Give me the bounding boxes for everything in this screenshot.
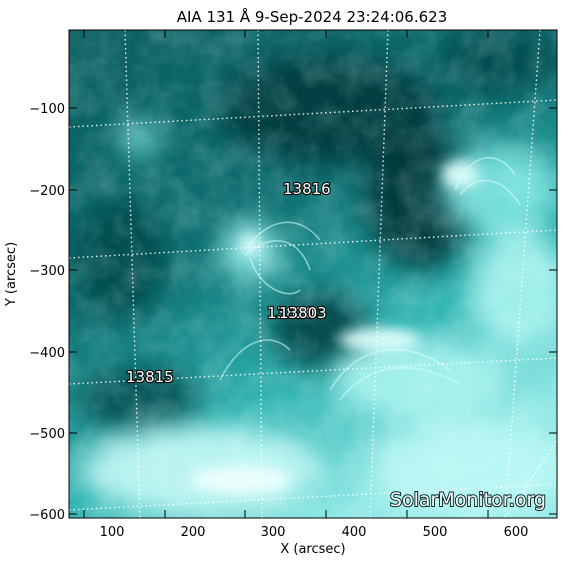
y-axis-label: Y (arcsec) <box>4 242 19 307</box>
region-label: 13820 <box>267 304 315 322</box>
x-tick-label: 600 <box>504 525 529 540</box>
coordinate-grid <box>69 30 557 518</box>
x-tick-label: 500 <box>423 525 448 540</box>
x-axis <box>83 30 489 518</box>
x-tick-label: 400 <box>342 525 367 540</box>
y-tick-label: −500 <box>29 427 65 442</box>
region-label: 13803 <box>279 304 327 322</box>
solar-image <box>69 30 557 518</box>
x-axis-label: X (arcsec) <box>280 542 345 557</box>
y-tick-label: −300 <box>29 264 65 279</box>
y-tick-label: −100 <box>29 102 65 117</box>
plot-title: AIA 131 Å 9-Sep-2024 23:24:06.623 <box>177 7 448 26</box>
watermark: SolarMonitor.org <box>390 489 546 511</box>
x-tick-label: 200 <box>181 525 206 540</box>
y-axis <box>69 107 557 515</box>
y-tick-label: −400 <box>29 346 65 361</box>
region-label: 13815 <box>126 368 174 386</box>
region-label: 13816 <box>283 180 331 198</box>
x-tick-label: 300 <box>261 525 286 540</box>
plot-frame <box>68 29 558 519</box>
y-tick-label: −200 <box>29 184 65 199</box>
y-tick-label: −600 <box>29 508 65 523</box>
x-tick-label: 100 <box>100 525 125 540</box>
